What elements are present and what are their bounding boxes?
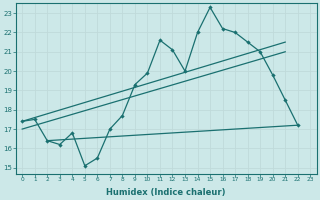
X-axis label: Humidex (Indice chaleur): Humidex (Indice chaleur)	[107, 188, 226, 197]
